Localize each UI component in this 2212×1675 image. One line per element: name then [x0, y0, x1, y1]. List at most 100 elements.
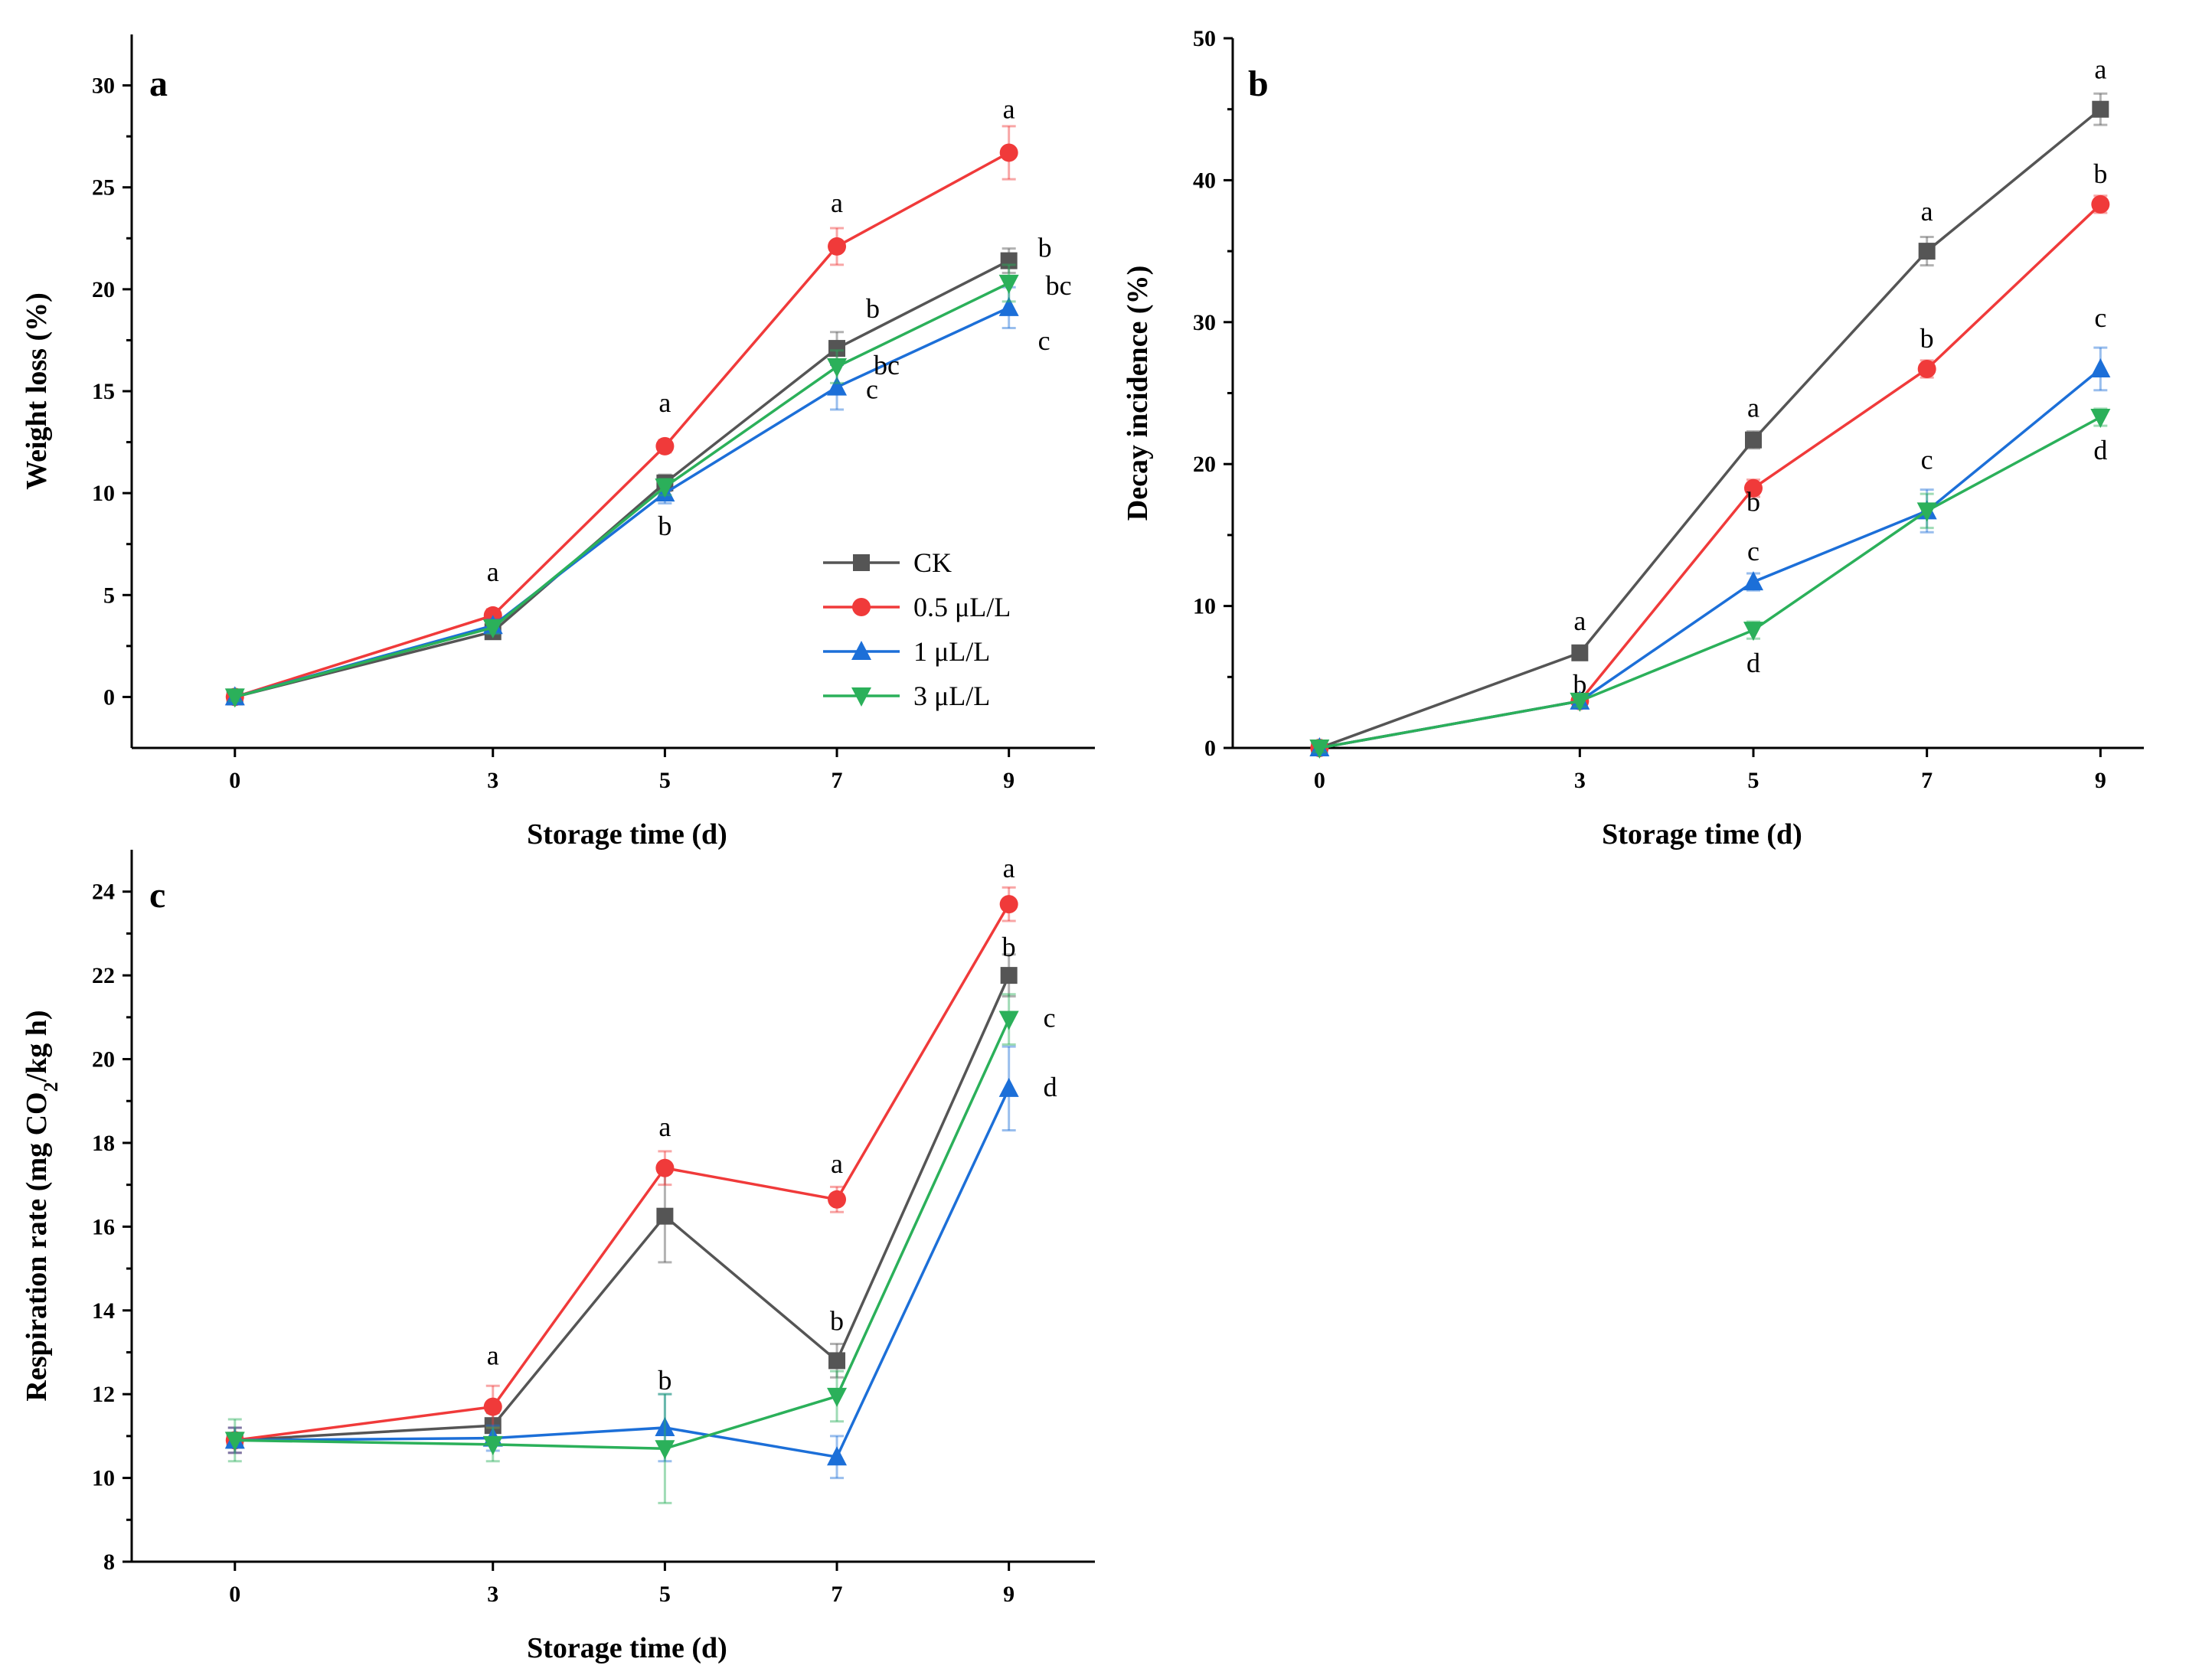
significance-label: b [830, 1305, 844, 1336]
significance-label: a [487, 1340, 499, 1371]
y-tick-label: 0 [103, 684, 115, 710]
data-point [828, 1190, 847, 1209]
series-0.5 μL/L: a a a a [225, 853, 1018, 1455]
panel-label: b [1248, 64, 1269, 104]
data-point [224, 688, 245, 708]
y-tick-label: 20 [92, 1047, 115, 1073]
x-tick-label: 0 [229, 768, 240, 793]
data-point [482, 619, 503, 638]
x-tick-label: 3 [487, 1582, 498, 1607]
y-tick-label: 14 [92, 1298, 115, 1324]
series-1 μL/L: bd [224, 1045, 1057, 1480]
y-tick-label: 18 [92, 1131, 115, 1156]
panel-b: 0 10 20 30 40 50 0 3 5 7 9 Storage time (d) Decay in… [1122, 26, 2144, 851]
significance-label: bc [874, 350, 900, 380]
data-point [827, 376, 848, 396]
y-axis-title: Weight loss (%) [21, 292, 53, 490]
significance-label: a [831, 188, 843, 218]
data-point [998, 274, 1019, 294]
x-tick-label: 9 [1003, 768, 1015, 793]
legend-marker [852, 598, 871, 616]
series-CK: bb [226, 233, 1052, 706]
significance-label: a [1747, 393, 1759, 423]
x-tick-label: 3 [487, 768, 498, 793]
significance-label: b [1746, 487, 1760, 518]
data-point [1571, 644, 1589, 661]
series-3 μL/L: bcbc [224, 263, 1072, 708]
x-tick-label: 7 [1921, 768, 1933, 793]
significance-label: a [831, 1148, 843, 1179]
significance-label: a [1573, 606, 1586, 636]
series-line [234, 260, 1010, 699]
series-line [1319, 416, 2102, 749]
data-point [999, 143, 1018, 162]
significance-label: c [866, 374, 878, 405]
panel-a: 0 5 10 15 20 25 30 0 3 5 7 9 Storage time (d) Weight … [21, 34, 1095, 851]
data-point [2091, 194, 2110, 214]
data-point [1745, 431, 1762, 449]
series-line [1319, 367, 2102, 749]
series-3 μL/L: dd [1309, 407, 2111, 759]
y-tick-label: 50 [1193, 26, 1216, 51]
data-point [1000, 967, 1018, 984]
y-tick-label: 0 [1204, 736, 1216, 761]
series-CK: a a a a [1311, 54, 2109, 756]
significance-label: a [1003, 93, 1015, 124]
data-point [999, 895, 1018, 914]
series-CK: bb [226, 932, 1018, 1455]
data-point [482, 1435, 503, 1455]
panel-label: a [149, 64, 168, 104]
data-point [1744, 478, 1763, 498]
x-axis-title: Storage time (d) [1602, 818, 1802, 851]
significance-label: b [658, 1365, 671, 1396]
y-tick-label: 40 [1193, 168, 1216, 193]
data-point [1743, 622, 1763, 642]
data-point [827, 1446, 848, 1466]
data-point [224, 1432, 245, 1451]
data-point [1916, 502, 1937, 522]
data-point [2090, 409, 2111, 429]
significance-label: b [2093, 158, 2107, 189]
data-point [655, 478, 675, 498]
y-axis-title: Decay incidence (%) [1122, 266, 1154, 521]
significance-label: c [2094, 302, 2106, 333]
significance-label: b [658, 511, 671, 541]
x-tick-label: 5 [1748, 768, 1759, 793]
significance-label: b [1038, 233, 1052, 263]
y-tick-label: 10 [92, 481, 115, 506]
series-1 μL/L: c c c [1309, 302, 2111, 756]
data-point [2090, 358, 2111, 377]
significance-label: b [1573, 669, 1586, 700]
data-point [1743, 571, 1763, 591]
legend-label: 0.5 μL/L [913, 592, 1011, 622]
x-tick-label: 9 [2095, 768, 2106, 793]
legend-label: 1 μL/L [913, 636, 990, 667]
significance-label: b [1002, 932, 1016, 962]
data-point [1917, 359, 1936, 378]
series-0.5 μL/L: b b b b [1310, 158, 2110, 757]
y-tick-label: 15 [92, 379, 115, 404]
x-tick-label: 7 [832, 768, 843, 793]
data-point [828, 340, 846, 358]
x-axis-title: Storage time (d) [527, 818, 727, 851]
significance-label: c [1747, 536, 1759, 566]
x-tick-label: 9 [1003, 1582, 1015, 1607]
y-axis-title: Respiration rate (mg CO2/kg h) [21, 1010, 62, 1401]
legend-label: 3 μL/L [913, 681, 990, 711]
legend-label: CK [913, 547, 952, 578]
data-point [998, 296, 1019, 316]
legend-marker [853, 554, 870, 571]
significance-label: b [1920, 323, 1934, 354]
data-point [827, 1387, 848, 1407]
data-point [1918, 243, 1936, 260]
data-point [998, 1011, 1019, 1030]
significance-label: c [1044, 1003, 1056, 1033]
data-point [484, 1417, 502, 1435]
significance-label: b [866, 293, 880, 324]
significance-label: a [658, 387, 671, 418]
series-line [1319, 203, 2102, 749]
x-tick-label: 5 [659, 1582, 671, 1607]
x-tick-label: 0 [1314, 768, 1325, 793]
y-tick-label: 10 [1193, 594, 1216, 619]
significance-label: d [1746, 648, 1760, 678]
